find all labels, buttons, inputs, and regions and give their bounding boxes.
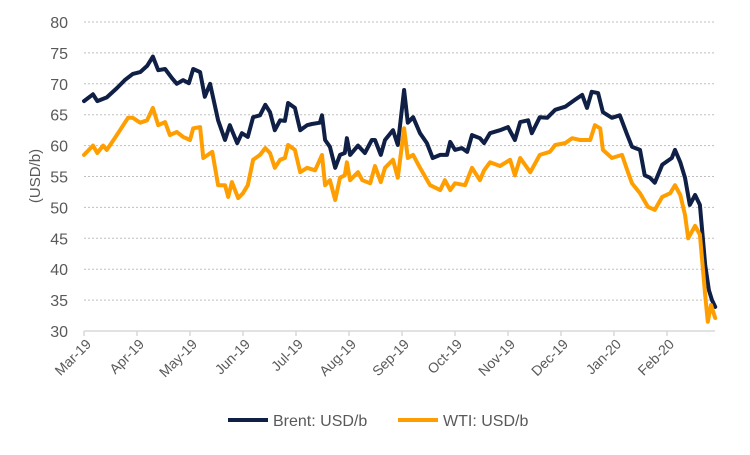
x-tick-label: Dec-19 xyxy=(528,336,571,379)
y-tick-label: 75 xyxy=(50,46,68,63)
x-tick-label: Oct-19 xyxy=(424,336,465,377)
x-tick-label: Mar-19 xyxy=(51,336,94,379)
y-axis-ticks: 30 35 40 45 50 55 60 65 70 75 80 xyxy=(50,15,68,341)
y-tick-label: 50 xyxy=(50,200,68,217)
x-tick-label: Jan-20 xyxy=(583,336,625,378)
x-tick-label: May-19 xyxy=(156,336,200,380)
y-tick-label: 70 xyxy=(50,77,68,94)
series-line-wti xyxy=(82,105,718,324)
x-tick-label: Feb-20 xyxy=(634,336,677,379)
y-tick-label: 55 xyxy=(50,170,68,187)
x-tick-label: Aug-19 xyxy=(316,336,359,379)
series-line-brent xyxy=(82,54,718,309)
x-tick-label: Sep-19 xyxy=(369,336,412,379)
x-tick-label: Apr-19 xyxy=(106,336,147,377)
y-tick-label: 40 xyxy=(50,262,68,279)
legend: Brent: USD/b WTI: USD/b xyxy=(228,413,528,430)
x-tick-label: Nov-19 xyxy=(475,336,518,379)
y-tick-label: 80 xyxy=(50,15,68,32)
x-tick-label: Jul-19 xyxy=(268,336,306,374)
legend-label-brent: Brent: USD/b xyxy=(273,413,367,430)
y-tick-label: 60 xyxy=(50,139,68,156)
series-lines xyxy=(82,54,718,324)
x-axis-ticks: Mar-19 Apr-19 May-19 Jun-19 Jul-19 Aug-19 Sep-… xyxy=(51,331,677,380)
y-tick-label: 45 xyxy=(50,231,68,248)
y-tick-label: 30 xyxy=(50,324,68,341)
y-tick-label: 35 xyxy=(50,293,68,310)
x-tick-label: Jun-19 xyxy=(212,336,254,378)
legend-label-wti: WTI: USD/b xyxy=(443,413,528,430)
y-axis-label: (USD/b) xyxy=(27,149,44,203)
y-tick-label: 65 xyxy=(50,108,68,125)
